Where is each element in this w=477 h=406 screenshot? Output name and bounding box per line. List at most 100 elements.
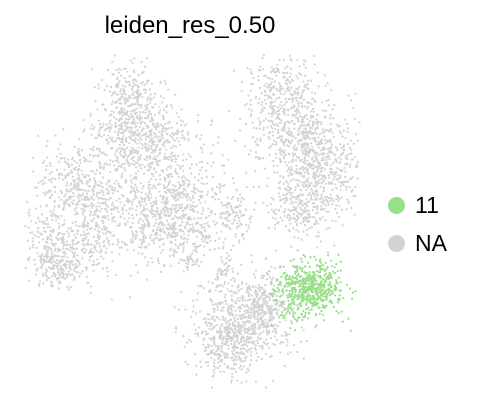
point-na [41, 267, 43, 269]
point-na [175, 200, 177, 202]
point-na [233, 359, 235, 361]
point-na [267, 95, 269, 97]
point-na [271, 78, 273, 80]
point-na [159, 229, 161, 231]
point-na [106, 188, 108, 190]
point-na [311, 182, 313, 184]
point-na [95, 154, 97, 156]
point-na [268, 305, 270, 307]
point-na [284, 98, 286, 100]
point-na [312, 115, 314, 117]
point-na [93, 199, 95, 201]
point-na [261, 57, 263, 59]
point-na [134, 141, 136, 143]
point-na [39, 280, 41, 282]
point-na [299, 112, 301, 114]
point-na [247, 291, 249, 293]
point-na [168, 232, 170, 234]
point-na [175, 172, 177, 174]
point-na [333, 104, 335, 106]
point-na [325, 116, 327, 118]
point-na [228, 260, 230, 262]
point-na [200, 366, 202, 368]
point-na [231, 310, 233, 312]
point-na [343, 130, 345, 132]
point-na [238, 342, 240, 344]
point-na [106, 227, 108, 229]
point-na [193, 218, 195, 220]
point-na [219, 327, 221, 329]
point-na [228, 290, 230, 292]
point-na [141, 201, 143, 203]
point-na [112, 216, 114, 218]
point-na [290, 131, 292, 133]
point-na [253, 311, 255, 313]
point-na [302, 121, 304, 123]
point-na [138, 104, 140, 106]
point-na [319, 133, 321, 135]
point-na [59, 232, 61, 234]
point-na [94, 86, 96, 88]
point-na [198, 265, 200, 267]
point-na [326, 164, 328, 166]
point-na [324, 139, 326, 141]
point-na [65, 202, 67, 204]
point-na [245, 224, 247, 226]
point-na [179, 216, 181, 218]
point-na [230, 290, 232, 292]
point-na [284, 331, 286, 333]
point-na [216, 232, 218, 234]
point-na [169, 235, 171, 237]
point-na [286, 341, 288, 343]
point-na [222, 204, 224, 206]
point-na [199, 161, 201, 163]
point-na [308, 221, 310, 223]
point-na [121, 123, 123, 125]
point-na [239, 193, 241, 195]
point-na [183, 216, 185, 218]
point-na [120, 93, 122, 95]
point-na [225, 273, 227, 275]
point-na [219, 291, 221, 293]
point-na [148, 187, 150, 189]
point-na [114, 190, 116, 192]
point-na [68, 166, 70, 168]
point-na [144, 166, 146, 168]
point-na [204, 239, 206, 241]
point-na [305, 184, 307, 186]
point-na [143, 209, 145, 211]
point-na [170, 247, 172, 249]
point-na [93, 187, 95, 189]
point-na [95, 182, 97, 184]
point-na [108, 219, 110, 221]
point-na [38, 241, 40, 243]
point-na [285, 188, 287, 190]
point-na [70, 274, 72, 276]
point-na [279, 175, 281, 177]
point-na [258, 117, 260, 119]
point-na [111, 260, 113, 262]
point-na [249, 341, 251, 343]
point-na [330, 114, 332, 116]
point-na [265, 353, 267, 355]
point-na [153, 122, 155, 124]
point-na [302, 221, 304, 223]
point-na [269, 101, 271, 103]
point-na [141, 187, 143, 189]
point-na [259, 287, 261, 289]
point-na [160, 95, 162, 97]
point-na [166, 156, 168, 158]
point-na [338, 169, 340, 171]
point-na [175, 161, 177, 163]
point-na [148, 80, 150, 82]
point-na [245, 283, 247, 285]
point-na [84, 176, 86, 178]
point-na [164, 186, 166, 188]
point-na [94, 137, 96, 139]
point-na [207, 361, 209, 363]
point-na [120, 125, 122, 127]
point-na [162, 97, 164, 99]
point-na [124, 124, 126, 126]
point-na [183, 188, 185, 190]
point-na [275, 209, 277, 211]
